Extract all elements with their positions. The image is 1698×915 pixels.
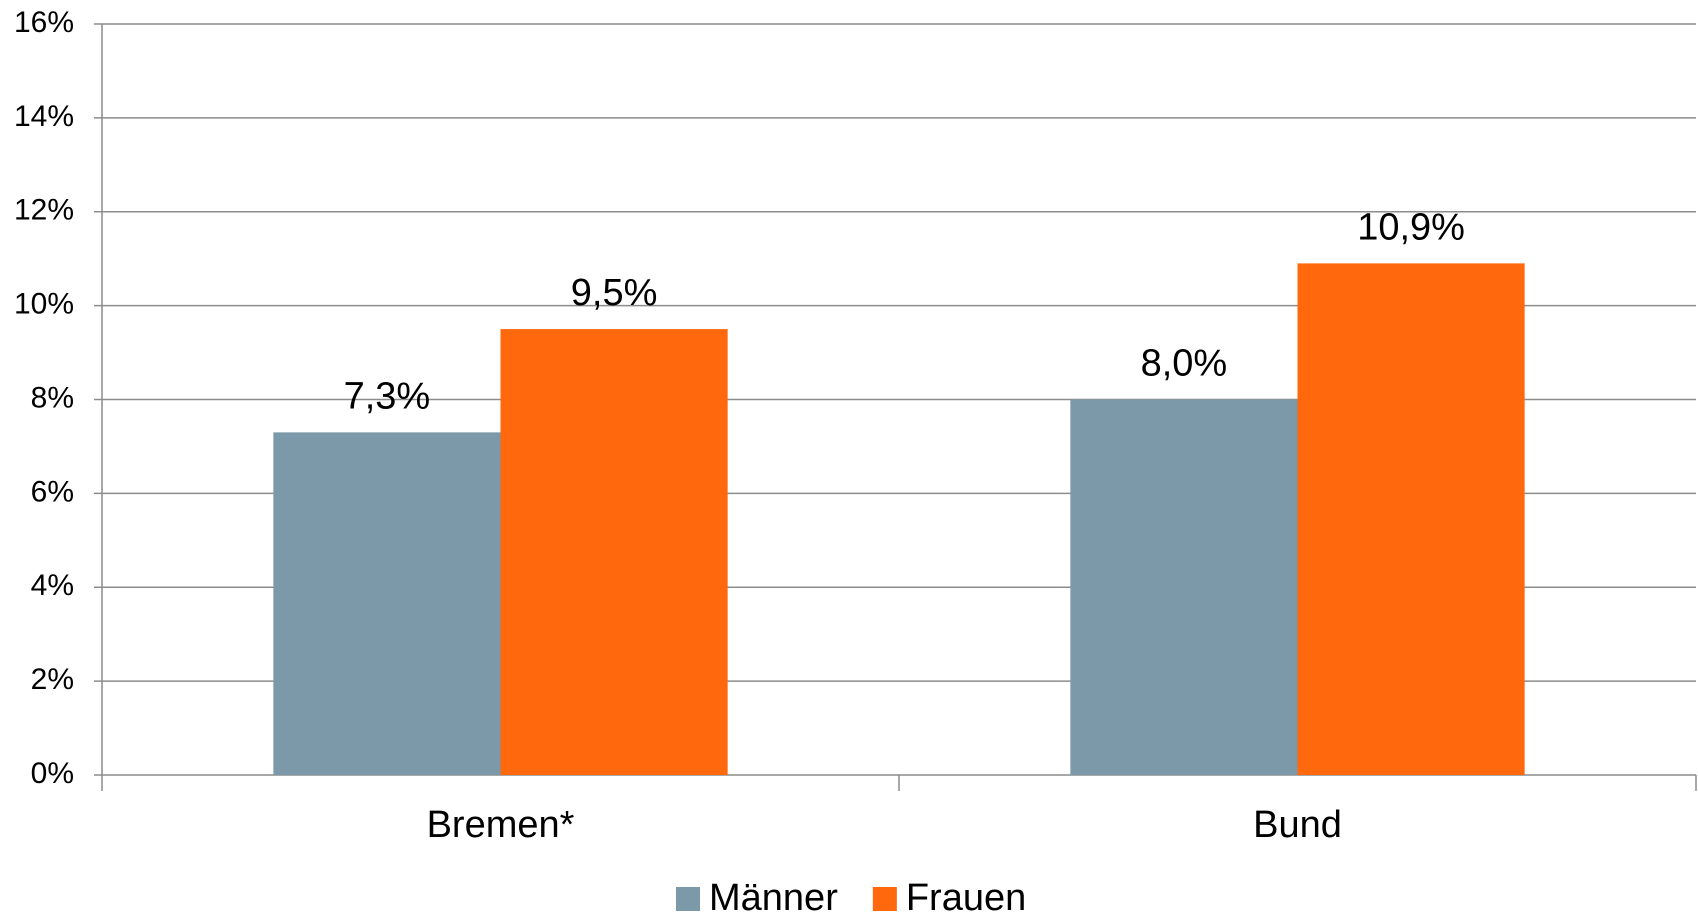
- y-tick-label: 2%: [31, 663, 74, 696]
- x-tick-label: Bund: [1253, 804, 1342, 846]
- data-label: 8,0%: [1141, 343, 1228, 385]
- x-tick-label: Bremen*: [427, 804, 575, 846]
- bar: [500, 329, 728, 775]
- y-tick-label: 0%: [31, 757, 74, 790]
- legend-label: Männer: [709, 877, 838, 915]
- data-label: 10,9%: [1357, 206, 1465, 248]
- y-tick-label: 14%: [14, 100, 74, 133]
- bar: [1070, 399, 1298, 775]
- y-tick-label: 6%: [31, 475, 74, 508]
- bar: [273, 432, 501, 775]
- y-tick-label: 10%: [14, 288, 74, 321]
- y-tick-label: 8%: [31, 381, 74, 414]
- data-label: 7,3%: [344, 375, 431, 417]
- y-tick-label: 4%: [31, 569, 74, 602]
- data-label: 9,5%: [571, 272, 658, 314]
- y-tick-label: 16%: [14, 6, 74, 39]
- legend-label: Frauen: [906, 877, 1026, 915]
- legend-swatch: [872, 887, 897, 911]
- legend-swatch: [676, 887, 700, 911]
- bar: [1297, 263, 1525, 775]
- y-tick-label: 12%: [14, 194, 74, 227]
